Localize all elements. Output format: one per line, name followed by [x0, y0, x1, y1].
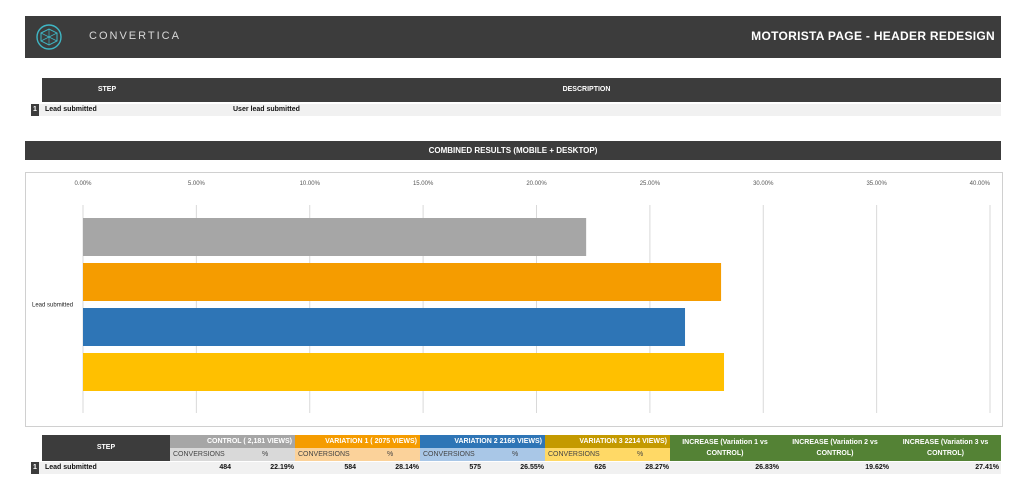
page-title: MOTORISTA PAGE - HEADER REDESIGN: [751, 29, 995, 43]
increase-variation2-header: INCREASE (Variation 2 vs CONTROL): [780, 435, 890, 461]
bar-chart: 0.00% 5.00% 10.00% 15.00% 20.00% 25.00% 30.00%…: [32, 181, 991, 413]
control-conversions-label: CONVERSIONS: [173, 451, 225, 458]
control-subheader: CONVERSIONS %: [170, 448, 295, 461]
bar-series-1: [83, 218, 587, 256]
row-number: 1: [31, 462, 39, 474]
variation1-subheader: CONVERSIONS %: [295, 448, 420, 461]
variation3-conversions: 626: [594, 464, 606, 471]
x-tick-label: 35.00%: [866, 181, 887, 187]
bar-series-2: [83, 263, 722, 301]
brand-name: CONVERTICA: [89, 30, 181, 42]
variation2-conversions: 575: [469, 464, 481, 471]
step-name: Lead submitted: [45, 106, 97, 113]
variation2-header: VARIATION 2 2166 VIEWS): [420, 435, 545, 448]
increase-variation3-header: INCREASE (Variation 3 vs CONTROL): [890, 435, 1001, 461]
steps-table-header: STEP DESCRIPTION: [42, 78, 1001, 102]
increase-variation2: 19.62%: [865, 464, 889, 471]
x-tick-label: 30.00%: [753, 181, 774, 187]
x-tick-label: 20.00%: [526, 181, 547, 187]
variation3-conversions-label: CONVERSIONS: [548, 451, 600, 458]
variation1-percent: 28.14%: [395, 464, 419, 471]
variation2-percent: 26.55%: [520, 464, 544, 471]
variation2-percent-label: %: [512, 451, 519, 458]
steps-table-row: 1 Lead submitted User lead submitted: [31, 104, 1001, 116]
steps-col-description: DESCRIPTION: [562, 86, 611, 93]
x-tick-label: 0.00%: [74, 181, 92, 187]
variation1-conversions: 584: [344, 464, 356, 471]
control-header: CONTROL ( 2,181 VIEWS): [170, 435, 295, 448]
bar-series-4: [83, 353, 725, 391]
variation1-percent-label: %: [387, 451, 394, 458]
variation3-percent-label: %: [637, 451, 644, 458]
control-percent: 22.19%: [270, 464, 294, 471]
increase-variation3: 27.41%: [975, 464, 999, 471]
category-label: Lead submitted: [32, 303, 73, 309]
combined-results-chart: 0.00% 5.00% 10.00% 15.00% 20.00% 25.00% 30.00%…: [25, 172, 1003, 427]
variation3-percent: 28.27%: [645, 464, 669, 471]
control-percent-label: %: [262, 451, 269, 458]
x-tick-label: 25.00%: [640, 181, 661, 187]
variation1-conversions-label: CONVERSIONS: [298, 451, 350, 458]
x-tick-label: 40.00%: [970, 181, 991, 187]
convertica-logo-icon: [36, 24, 62, 50]
increase-variation1: 26.83%: [755, 464, 779, 471]
x-tick-label: 10.00%: [300, 181, 321, 187]
step-description: User lead submitted: [233, 106, 300, 113]
result-step-name: Lead submitted: [45, 464, 97, 471]
results-table-row: 1 Lead submitted 484 22.19% 584 28.14% 5…: [31, 462, 1001, 474]
variation1-header: VARIATION 1 ( 2075 VIEWS): [295, 435, 420, 448]
x-tick-label: 5.00%: [188, 181, 206, 187]
steps-col-step: STEP: [97, 86, 117, 93]
bar-series-3: [83, 308, 686, 346]
row-number: 1: [31, 104, 39, 116]
variation2-conversions-label: CONVERSIONS: [423, 451, 475, 458]
variation3-subheader: CONVERSIONS %: [545, 448, 670, 461]
results-table-header: STEP CONTROL ( 2,181 VIEWS) CONVERSIONS …: [42, 435, 1001, 461]
increase-variation1-header: INCREASE (Variation 1 vs CONTROL): [670, 435, 780, 461]
header-bar: CONVERTICA MOTORISTA PAGE - HEADER REDES…: [25, 16, 1001, 58]
x-tick-label: 15.00%: [413, 181, 434, 187]
variation2-subheader: CONVERSIONS %: [420, 448, 545, 461]
control-conversions: 484: [219, 464, 231, 471]
combined-results-title: COMBINED RESULTS (MOBILE + DESKTOP): [25, 141, 1001, 160]
variation3-header: VARIATION 3 2214 VIEWS): [545, 435, 670, 448]
results-col-step: STEP: [42, 435, 170, 461]
